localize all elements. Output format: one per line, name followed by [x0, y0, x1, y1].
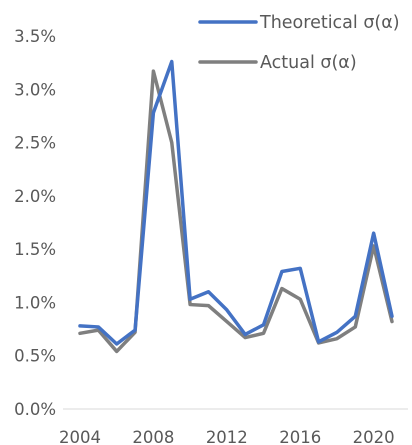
legend: Theoretical σ(α) Actual σ(α) [198, 13, 400, 73]
series-line-actual [78, 69, 394, 354]
y-tick-label: 1.5% [14, 240, 56, 259]
series-lines [78, 59, 394, 354]
x-tick-label: 2016 [279, 428, 321, 445]
y-axis-ticks: 0.0% 0.5% 1.0% 1.5% 2.0% 2.5% 3.0% 3.5% [14, 27, 56, 419]
y-tick-label: 0.0% [14, 400, 56, 419]
y-tick-label: 1.0% [14, 293, 56, 312]
y-tick-label: 3.5% [14, 27, 56, 46]
x-tick-label: 2004 [59, 428, 101, 445]
y-tick-label: 2.5% [14, 134, 56, 153]
x-tick-label: 2008 [132, 428, 174, 445]
y-tick-label: 0.5% [14, 347, 56, 366]
y-tick-label: 3.0% [14, 80, 56, 99]
legend-label-theoretical: Theoretical σ(α) [259, 13, 400, 33]
series-line-theoretical [78, 59, 394, 346]
x-tick-label: 2012 [206, 428, 248, 445]
y-tick-label: 2.0% [14, 187, 56, 206]
x-axis-ticks: 2004 2008 2012 2016 2020 [59, 428, 395, 445]
legend-label-actual: Actual σ(α) [260, 53, 357, 73]
x-tick-label: 2020 [353, 428, 395, 445]
